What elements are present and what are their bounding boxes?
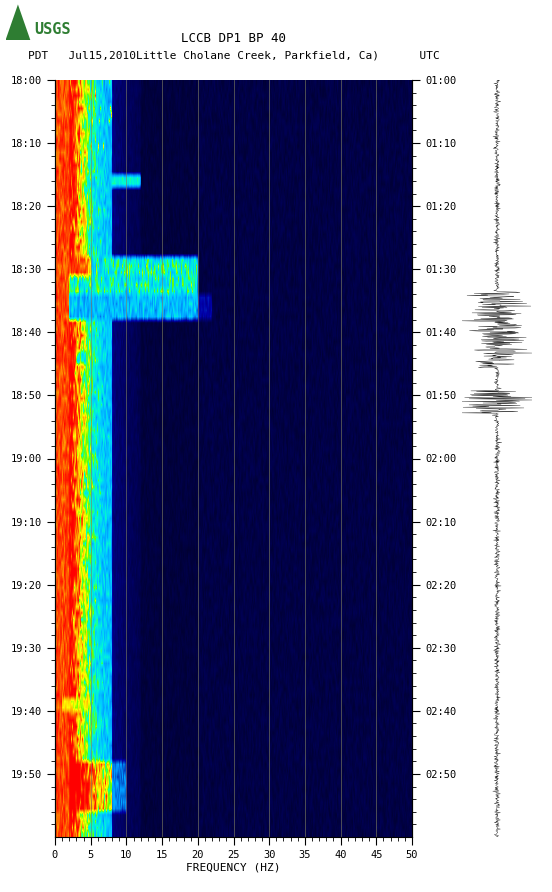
- Text: PDT   Jul15,2010Little Cholane Creek, Parkfield, Ca)      UTC: PDT Jul15,2010Little Cholane Creek, Park…: [28, 50, 439, 60]
- Text: LCCB DP1 BP 40: LCCB DP1 BP 40: [181, 31, 286, 45]
- Polygon shape: [6, 4, 30, 40]
- X-axis label: FREQUENCY (HZ): FREQUENCY (HZ): [186, 863, 281, 873]
- Text: USGS: USGS: [35, 21, 71, 37]
